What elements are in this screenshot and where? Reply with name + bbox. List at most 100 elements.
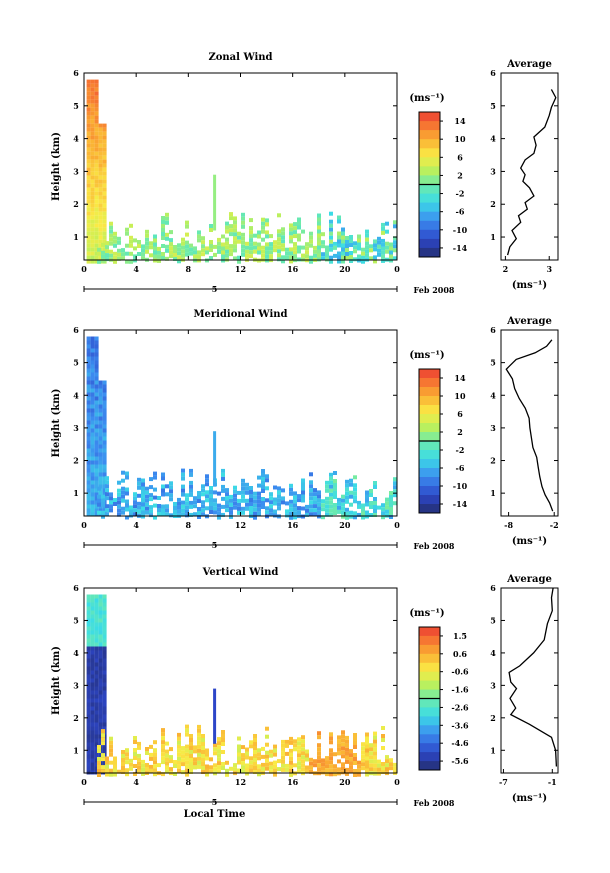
heatmap-cell	[165, 232, 169, 237]
colorbar-swatch	[419, 680, 440, 690]
heatmap-cell	[221, 750, 225, 754]
heatmap-cell	[309, 480, 313, 485]
heatmap-cell	[94, 199, 99, 204]
colorbar-tick-label: -2	[456, 445, 465, 455]
heatmap-cell	[98, 404, 103, 409]
heatmap-cell	[337, 231, 341, 236]
heatmap-cell	[241, 478, 245, 483]
profile-x-tick-label: -8	[504, 520, 513, 530]
heatmap-cell	[169, 747, 173, 752]
heatmap-cell	[237, 239, 241, 244]
heatmap-cell	[265, 726, 269, 731]
heatmap-cell	[317, 237, 321, 242]
heatmap-cell	[113, 231, 117, 236]
heatmap-cell	[105, 249, 109, 254]
heatmap-cell	[325, 760, 329, 765]
heatmap-cell	[325, 488, 329, 493]
heatmap-cell	[281, 247, 285, 252]
heatmap-cell	[102, 694, 107, 699]
heatmap-cell	[341, 742, 345, 747]
heatmap-cell	[241, 244, 245, 249]
heatmap-cell	[241, 506, 245, 511]
heatmap-cell	[94, 259, 99, 264]
heatmap-cell	[185, 248, 189, 253]
heatmap-cell	[129, 509, 133, 514]
heatmap-cell	[153, 764, 157, 769]
heatmap-cell	[117, 504, 121, 509]
heatmap-cell	[105, 484, 109, 489]
colorbar-swatch	[419, 414, 440, 424]
profile-y-tick-label: 6	[490, 325, 496, 335]
heatmap-cell	[86, 199, 91, 204]
profile-y-tick-label: 3	[490, 680, 496, 690]
heatmap-cell	[185, 764, 189, 769]
heatmap-cell	[293, 743, 297, 748]
heatmap-cell	[86, 488, 91, 493]
heatmap-cell	[161, 484, 165, 489]
heatmap-cell	[86, 91, 91, 96]
heatmap-cell	[98, 147, 103, 152]
heatmap-cell	[225, 492, 229, 497]
heatmap-cell	[245, 502, 249, 507]
heatmap-cell	[361, 754, 365, 759]
profile-y-tick-label: 6	[490, 68, 496, 78]
heatmap-cell	[98, 742, 103, 747]
heatmap-cell	[90, 408, 95, 413]
heatmap-cell	[329, 752, 333, 757]
heatmap-cell	[102, 480, 107, 485]
heatmap-cell	[86, 674, 91, 679]
heatmap-cell	[325, 500, 329, 505]
heatmap-cell	[86, 191, 91, 196]
heatmap-cell	[249, 250, 253, 255]
heatmap-cell	[241, 757, 245, 762]
heatmap-cell	[197, 744, 201, 749]
heatmap-cell	[86, 95, 91, 100]
heatmap-cell	[353, 737, 357, 741]
heatmap-cell	[393, 236, 397, 241]
heatmap-cell	[86, 622, 91, 627]
heatmap-cell	[129, 762, 133, 767]
heatmap-cell	[309, 472, 313, 477]
heatmap-cell	[301, 494, 305, 499]
heatmap-cell	[229, 510, 233, 515]
heatmap-cell	[98, 710, 103, 715]
heatmap-cell	[101, 502, 105, 507]
heatmap-cell	[177, 251, 181, 256]
heatmap-cell	[349, 239, 353, 243]
heatmap-cell	[121, 766, 125, 770]
heatmap-cell	[105, 508, 109, 513]
x-tick-label: 8	[186, 264, 192, 274]
heatmap-cell	[102, 622, 107, 627]
heatmap-cell	[361, 762, 365, 767]
heatmap-cell	[289, 752, 293, 757]
heatmap-cell	[90, 239, 95, 244]
heatmap-cell	[225, 221, 229, 226]
heatmap-cell	[153, 760, 157, 765]
heatmap-cell	[385, 767, 389, 772]
heatmap-cell	[237, 259, 241, 264]
heatmap-cell	[102, 440, 107, 445]
heatmap-cell	[102, 706, 107, 711]
heatmap-cell	[141, 244, 145, 249]
heatmap-cell	[145, 510, 149, 515]
heatmap-cell	[221, 476, 225, 481]
heatmap-cell	[329, 231, 333, 236]
heatmap-cell	[90, 99, 95, 104]
heatmap-cell	[365, 764, 369, 769]
heatmap-cell	[377, 759, 381, 764]
heatmap-cell	[86, 460, 91, 465]
heatmap-cell	[329, 223, 333, 228]
heatmap-cell	[185, 513, 189, 518]
heatmap-cell	[94, 496, 99, 501]
heatmap-cell	[325, 496, 329, 501]
heatmap-cell	[101, 254, 105, 259]
heatmap-cell	[221, 472, 225, 477]
heatmap-cell	[181, 754, 185, 759]
heatmap-cell	[86, 654, 91, 659]
heatmap-cell	[301, 490, 305, 495]
heatmap-cell	[173, 502, 177, 506]
heatmap-cell	[181, 253, 185, 258]
heatmap-cell	[237, 255, 241, 260]
heatmap-cell	[153, 515, 157, 520]
heatmap-cell	[249, 218, 253, 223]
